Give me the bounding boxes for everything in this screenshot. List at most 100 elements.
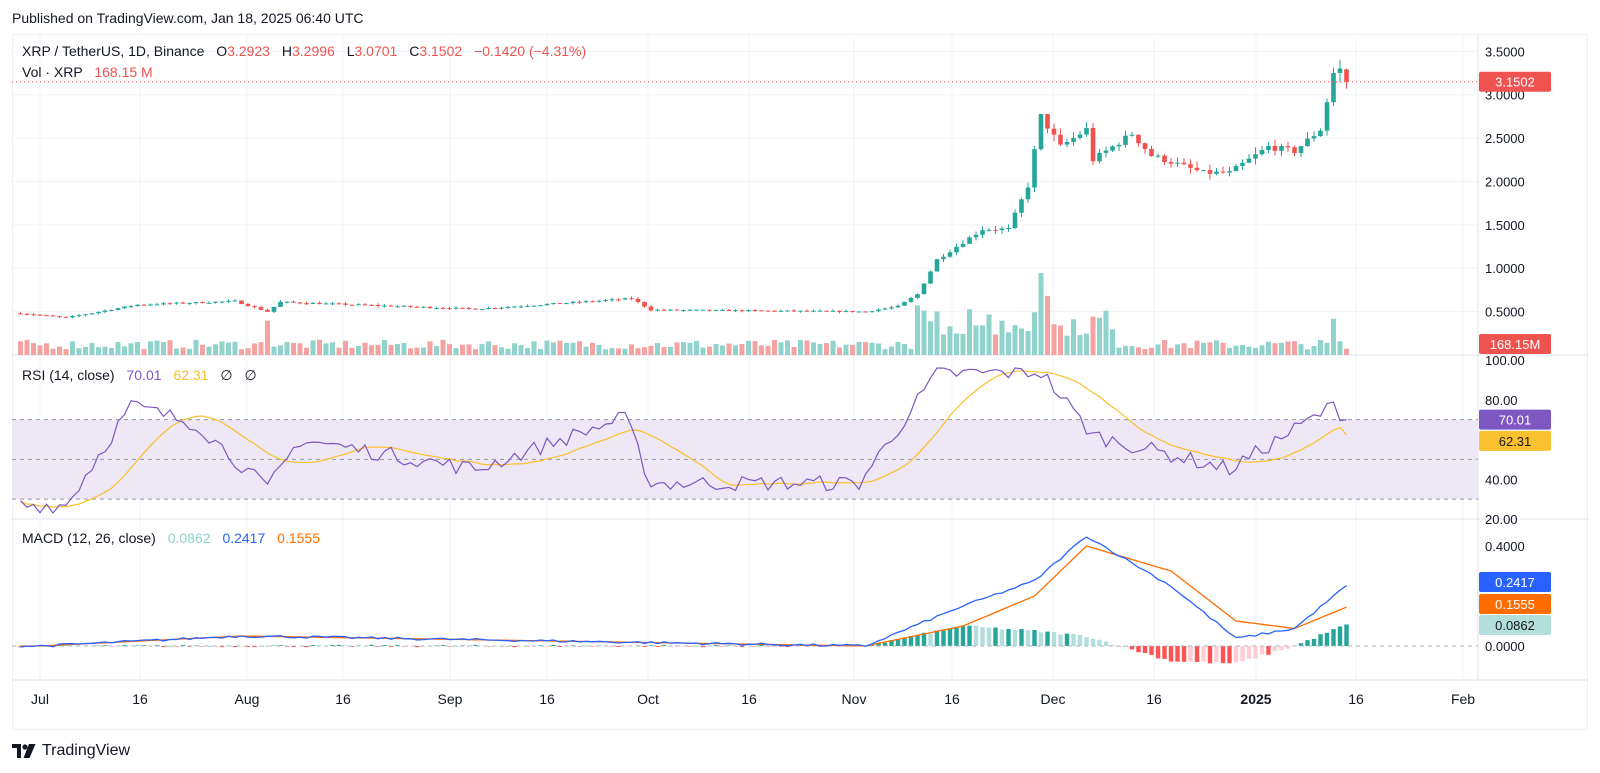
volume-bar xyxy=(622,348,628,355)
volume-bar xyxy=(629,344,634,355)
brand-name[interactable]: TradingView xyxy=(42,742,131,759)
macd-hist-bar xyxy=(1038,632,1044,646)
volume-bar xyxy=(824,343,829,355)
volume-bar xyxy=(505,348,511,355)
volume-bar xyxy=(167,340,173,355)
rsi-axis-label: 40.00 xyxy=(1485,472,1518,487)
macd-hist-bar xyxy=(791,646,797,647)
macd-hist-bar xyxy=(590,646,595,647)
macd-badge-bg xyxy=(1479,572,1551,592)
volume-label: Vol · XRP xyxy=(22,64,82,80)
candle-body xyxy=(135,304,140,307)
candle-body xyxy=(856,311,862,313)
macd-hist-bar xyxy=(1188,646,1193,662)
price-legend: XRP / TetherUS, 1D, Binance O3.2923 H3.2… xyxy=(22,43,586,59)
macd-hist-bar xyxy=(1006,628,1011,646)
volume-bar xyxy=(1129,346,1135,355)
macd-hist-bar xyxy=(1084,637,1089,646)
tradingview-logo-icon[interactable] xyxy=(12,744,36,758)
macd-hist-bar xyxy=(1240,646,1245,662)
volume-bar xyxy=(122,346,127,355)
volume-bar xyxy=(1097,317,1102,355)
macd-hist-bar xyxy=(232,646,238,648)
rsi-badge: 70.01 xyxy=(1499,413,1532,428)
candle-body xyxy=(239,300,244,305)
macd-hist-bar xyxy=(1344,624,1349,646)
time-axis-label: 16 xyxy=(1348,691,1364,707)
volume-bar xyxy=(551,342,556,355)
macd-hist-bar xyxy=(1155,646,1161,659)
volume-bar xyxy=(356,346,361,355)
volume-bar xyxy=(408,348,413,355)
rsi-axis-label: 100.00 xyxy=(1485,353,1525,368)
volume-bar xyxy=(154,340,160,355)
candle-body xyxy=(1311,136,1317,139)
price-axis-label: 1.5000 xyxy=(1485,218,1525,233)
candle-body xyxy=(505,306,511,308)
candle-body xyxy=(1279,146,1284,151)
candle-body xyxy=(1038,114,1044,150)
volume-bar xyxy=(869,342,875,355)
macd-hist-bar xyxy=(999,629,1005,646)
time-axis-label: Aug xyxy=(235,691,260,707)
volume-bar xyxy=(934,311,940,355)
macd-hist-bar xyxy=(967,625,972,646)
volume-bar xyxy=(135,342,140,355)
macd-hist-bar xyxy=(1129,646,1135,650)
macd-hist-bar xyxy=(720,646,725,647)
volume-bar xyxy=(882,349,888,355)
candle-body xyxy=(1162,155,1167,163)
volume-bar xyxy=(830,340,836,355)
volume-bar xyxy=(174,348,179,355)
volume-bar xyxy=(252,343,257,355)
volume-bar xyxy=(1006,332,1011,355)
candle-body xyxy=(447,308,452,310)
candle-body xyxy=(765,310,771,312)
volume-bar xyxy=(999,320,1005,355)
candle-body xyxy=(960,243,966,247)
candle-body xyxy=(401,305,407,307)
candle-body xyxy=(512,306,517,308)
candle-body xyxy=(1155,155,1161,157)
candle-body xyxy=(921,283,927,295)
candle-body xyxy=(252,306,257,308)
chart-frame[interactable]: 3.50003.00002.50002.00001.50001.00000.50… xyxy=(12,34,1588,730)
macd-hist-bar xyxy=(1149,646,1154,655)
volume-bar xyxy=(499,347,504,355)
volume-bar xyxy=(369,345,374,355)
candle-body xyxy=(778,310,784,312)
price-badge-bg xyxy=(1479,71,1551,92)
volume-bar xyxy=(538,349,543,355)
macd-axis-label: 0.0000 xyxy=(1485,639,1525,654)
volume-bar xyxy=(31,343,36,355)
volume-bar xyxy=(1324,342,1330,355)
macd-hist-bar xyxy=(908,635,914,646)
time-axis-label: 16 xyxy=(741,691,757,707)
rsi-lines xyxy=(20,367,1347,514)
volume-bar xyxy=(265,320,270,355)
macd-hist-bar xyxy=(161,646,166,648)
candle-body xyxy=(1077,134,1083,138)
footer: TradingView xyxy=(12,742,130,760)
rsi-band xyxy=(12,419,1478,500)
candle-body xyxy=(141,304,147,306)
macd-hist-bar xyxy=(1012,629,1018,646)
macd-hist-bar xyxy=(1181,646,1187,662)
macd-hist-bar xyxy=(921,632,927,646)
volume-bar xyxy=(668,346,673,355)
candle-body xyxy=(167,303,173,305)
close-value: 3.1502 xyxy=(419,43,462,59)
macd-hist-bar xyxy=(310,645,316,646)
volume-bar xyxy=(954,333,959,355)
candle-body xyxy=(460,307,465,309)
volume-bar xyxy=(63,349,69,355)
rsi-value: 70.01 xyxy=(126,367,161,383)
candle-body xyxy=(408,305,413,307)
candle-body xyxy=(1006,227,1011,229)
volume-bar xyxy=(752,341,758,355)
time-axis-label: 16 xyxy=(335,691,351,707)
high-value: 3.2996 xyxy=(292,43,335,59)
macd-hist-bar xyxy=(375,646,381,647)
volume-bar xyxy=(1051,324,1057,355)
volume-bar xyxy=(226,342,231,355)
